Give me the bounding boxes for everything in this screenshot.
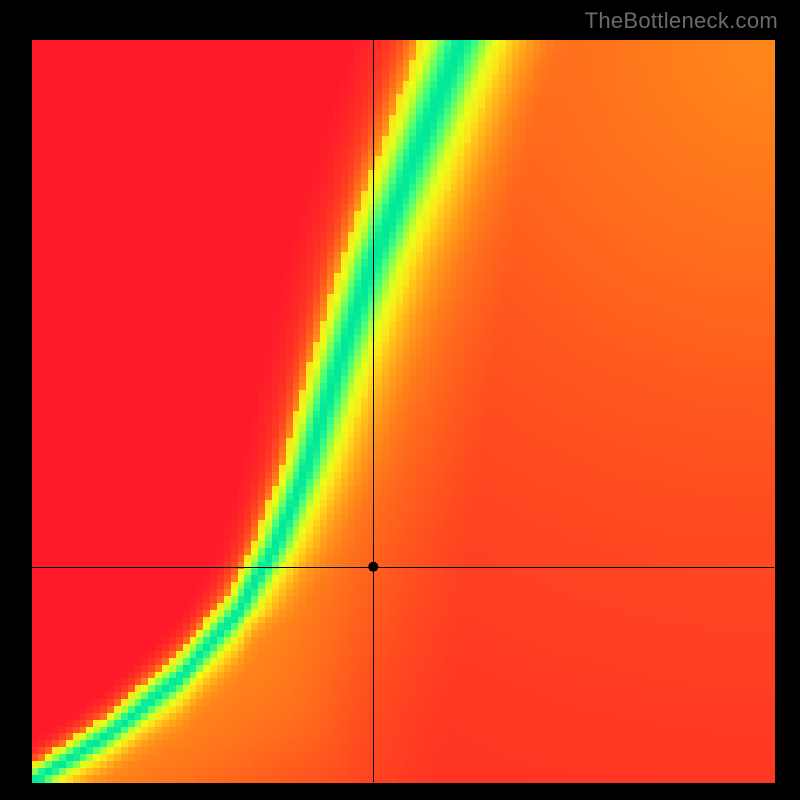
watermark-text: TheBottleneck.com (585, 8, 778, 34)
chart-container: TheBottleneck.com (0, 0, 800, 800)
bottleneck-heatmap (0, 0, 800, 800)
